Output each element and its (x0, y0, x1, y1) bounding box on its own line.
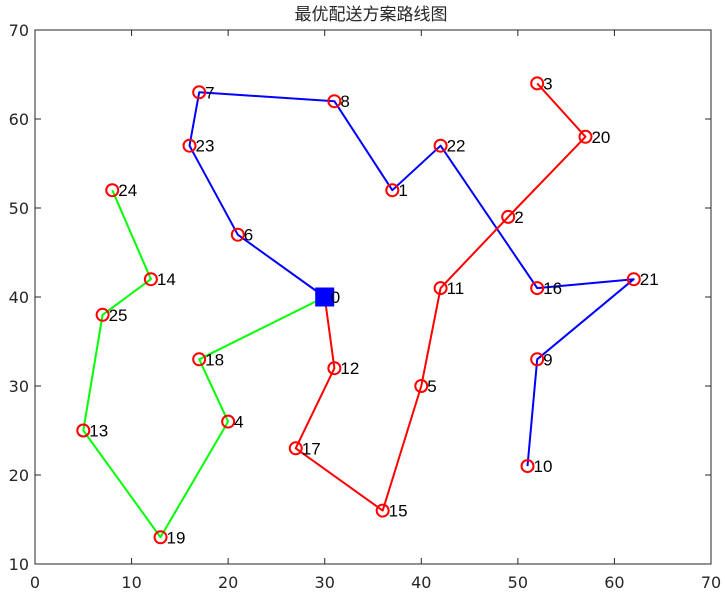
node-marker-24 (105, 183, 120, 198)
node-marker-2 (501, 209, 516, 224)
node-marker-9 (530, 352, 545, 367)
node-marker-14 (143, 272, 158, 287)
node-label-10: 10 (534, 457, 553, 476)
x-tick-label: 50 (508, 573, 528, 592)
markers-layer (76, 76, 641, 545)
node-marker-3 (530, 76, 545, 91)
node-marker-15 (375, 503, 390, 518)
y-tick-label: 50 (9, 199, 29, 218)
node-label-14: 14 (157, 270, 176, 289)
x-tick-label: 10 (121, 573, 141, 592)
node-label-25: 25 (109, 306, 128, 325)
node-marker-4 (221, 414, 236, 429)
y-tick-label: 10 (9, 555, 29, 574)
node-marker-17 (288, 441, 303, 456)
node-label-18: 18 (205, 350, 224, 369)
route-line-3 (82, 189, 326, 539)
node-label-5: 5 (427, 377, 436, 396)
y-tick-label: 70 (9, 21, 29, 40)
node-label-6: 6 (244, 226, 253, 245)
node-label-2: 2 (514, 208, 523, 227)
node-label-17: 17 (302, 439, 321, 458)
node-label-9: 9 (543, 350, 552, 369)
node-label-20: 20 (591, 128, 610, 147)
x-tick-label: 70 (701, 573, 721, 592)
y-tick-label: 30 (9, 377, 29, 396)
node-marker-1 (385, 183, 400, 198)
node-marker-11 (433, 281, 448, 296)
node-label-13: 13 (89, 422, 108, 441)
node-marker-10 (520, 459, 535, 474)
node-marker-18 (192, 352, 207, 367)
node-marker-13 (76, 423, 91, 438)
x-tick-label: 30 (315, 573, 335, 592)
node-marker-16 (530, 281, 545, 296)
node-label-8: 8 (340, 92, 349, 111)
node-marker-7 (192, 85, 207, 100)
node-marker-6 (230, 227, 245, 242)
depot-marker (315, 287, 335, 307)
x-tick-label: 20 (218, 573, 238, 592)
node-label-12: 12 (340, 359, 359, 378)
node-marker-22 (433, 138, 448, 153)
node-label-1: 1 (398, 181, 407, 200)
node-label-23: 23 (196, 137, 215, 156)
chart-title: 最优配送方案路线图 (295, 5, 448, 25)
node-label-11: 11 (447, 279, 465, 298)
node-label-7: 7 (205, 83, 214, 102)
node-marker-20 (578, 129, 593, 144)
plot-frame (34, 29, 712, 565)
node-label-15: 15 (389, 502, 408, 521)
node-marker-5 (414, 379, 429, 393)
depot-label: 0 (331, 288, 340, 307)
route-line-1 (188, 91, 635, 467)
node-label-3: 3 (543, 74, 552, 93)
node-label-19: 19 (167, 528, 186, 547)
node-marker-21 (626, 272, 641, 287)
x-tick-label: 0 (30, 573, 40, 592)
y-tick-label: 40 (9, 288, 29, 307)
x-tick-label: 60 (604, 573, 624, 592)
node-label-22: 22 (447, 137, 466, 156)
node-label-16: 16 (543, 279, 562, 298)
node-marker-12 (327, 361, 342, 376)
x-tick-label: 40 (411, 573, 431, 592)
node-marker-8 (327, 94, 342, 109)
node-marker-19 (153, 530, 168, 545)
node-label-4: 4 (234, 413, 243, 432)
routes-layer (82, 82, 635, 539)
node-label-24: 24 (118, 181, 137, 200)
y-tick-label: 60 (9, 110, 29, 129)
y-tick-label: 20 (9, 466, 29, 485)
node-label-21: 21 (640, 270, 659, 289)
route-line-2 (294, 82, 587, 512)
node-marker-23 (182, 138, 197, 153)
node-marker-25 (95, 307, 110, 322)
